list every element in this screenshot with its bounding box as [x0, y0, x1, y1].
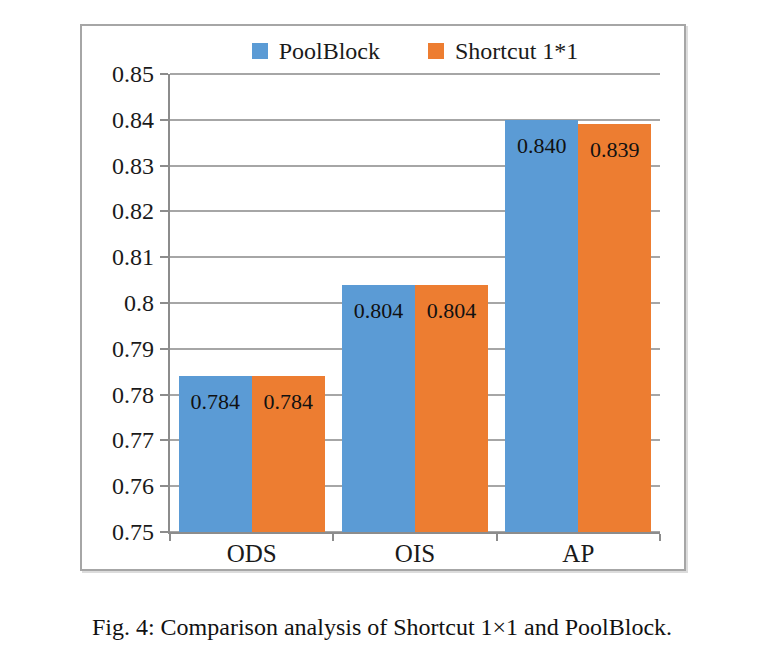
bar-value-label: 0.784 — [179, 389, 252, 415]
gridline — [170, 119, 660, 121]
y-axis-tick — [160, 165, 168, 167]
y-axis-tick — [160, 394, 168, 396]
x-axis-label-ap: AP — [497, 541, 660, 566]
y-axis-tick — [160, 256, 168, 258]
bar-shortcut-1-1-ap: 0.839 — [578, 124, 651, 532]
legend-entry-poolblock: PoolBlock — [252, 38, 380, 65]
chart-legend: PoolBlock Shortcut 1*1 — [170, 36, 660, 66]
legend-label-shortcut-1-1: Shortcut 1*1 — [455, 38, 578, 65]
y-axis-tick-label: 0.81 — [64, 245, 154, 269]
y-axis-tick-label: 0.75 — [64, 520, 154, 544]
y-axis-tick — [160, 119, 168, 121]
y-axis-tick — [160, 73, 168, 75]
x-axis-label-ods: ODS — [170, 541, 333, 566]
bar-value-label: 0.784 — [252, 389, 325, 415]
y-axis-tick-label: 0.78 — [64, 383, 154, 407]
bar-poolblock-ois: 0.804 — [342, 285, 415, 532]
figure-caption: Fig. 4: Comparison analysis of Shortcut … — [0, 614, 764, 641]
bar-value-label: 0.840 — [505, 133, 578, 159]
figure-4: PoolBlock Shortcut 1*1 0.784 0.804 0.840 0.7… — [0, 0, 764, 666]
bar-value-label: 0.804 — [415, 298, 488, 324]
y-axis-tick-label: 0.79 — [64, 337, 154, 361]
chart-frame: PoolBlock Shortcut 1*1 0.784 0.804 0.840 0.7… — [80, 24, 686, 571]
y-axis-tick-label: 0.77 — [64, 428, 154, 452]
gridline — [170, 73, 660, 75]
bar-poolblock-ods: 0.784 — [179, 376, 252, 532]
legend-swatch-poolblock — [252, 43, 268, 59]
y-axis-tick-label: 0.82 — [64, 199, 154, 223]
y-axis-tick — [160, 210, 168, 212]
y-axis-tick — [160, 485, 168, 487]
y-axis-tick-label: 0.85 — [64, 62, 154, 86]
y-axis-tick-label: 0.84 — [64, 108, 154, 132]
y-axis-tick — [160, 302, 168, 304]
y-axis-tick-label: 0.83 — [64, 154, 154, 178]
bar-value-label: 0.804 — [342, 298, 415, 324]
x-axis-label-ois: OIS — [333, 541, 496, 566]
bar-poolblock-ap: 0.840 — [505, 120, 578, 532]
y-axis-tick — [160, 531, 168, 533]
plot-area: 0.7840.8040.8400.7840.8040.839 0.750.760… — [170, 74, 660, 532]
legend-entry-shortcut-1-1: Shortcut 1*1 — [428, 38, 578, 65]
x-axis-line — [168, 532, 660, 534]
legend-label-poolblock: PoolBlock — [279, 38, 380, 65]
x-axis-tick — [169, 534, 171, 541]
bar-shortcut-1-1-ois: 0.804 — [415, 285, 488, 532]
x-axis-tick — [496, 534, 498, 541]
y-axis-tick-label: 0.8 — [64, 291, 154, 315]
x-axis-tick — [332, 534, 334, 541]
bar-shortcut-1-1-ods: 0.784 — [252, 376, 325, 532]
y-axis-tick — [160, 348, 168, 350]
y-axis-tick-label: 0.76 — [64, 474, 154, 498]
legend-swatch-shortcut-1-1 — [428, 43, 444, 59]
y-axis-tick — [160, 439, 168, 441]
y-axis-line — [168, 74, 170, 532]
x-axis-tick — [659, 534, 661, 541]
bar-value-label: 0.839 — [578, 137, 651, 163]
